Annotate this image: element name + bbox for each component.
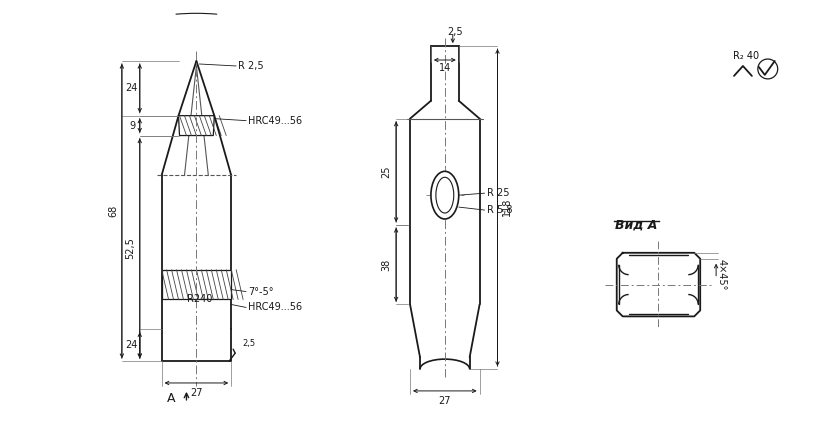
Text: 7°-5°: 7°-5°	[248, 286, 274, 297]
Text: R 5,8: R 5,8	[487, 205, 512, 215]
Text: 24: 24	[125, 83, 138, 93]
Text: R₂ 40: R₂ 40	[733, 51, 759, 61]
Text: R 25: R 25	[487, 188, 509, 198]
Polygon shape	[179, 116, 215, 136]
Ellipse shape	[431, 171, 458, 219]
Text: HRC49...56: HRC49...56	[248, 302, 302, 312]
Text: 27: 27	[190, 388, 203, 398]
Text: 52,5: 52,5	[124, 237, 134, 259]
Text: 9: 9	[129, 121, 136, 131]
Text: HRC49...56: HRC49...56	[248, 116, 302, 126]
Text: 27: 27	[438, 396, 451, 406]
Polygon shape	[162, 270, 231, 300]
Text: 2,5: 2,5	[242, 339, 256, 348]
Text: 38: 38	[382, 259, 392, 271]
Text: 14: 14	[438, 63, 451, 73]
Text: 24: 24	[125, 340, 138, 350]
Text: R240: R240	[187, 294, 212, 304]
Text: 2,5: 2,5	[447, 27, 463, 37]
Text: 4×45°: 4×45°	[716, 259, 726, 290]
Text: 25: 25	[382, 165, 392, 178]
Text: A: A	[167, 392, 176, 405]
Text: R 2,5: R 2,5	[238, 61, 264, 71]
Text: 118: 118	[503, 198, 513, 216]
Text: Вид А: Вид А	[615, 219, 658, 231]
Text: 68: 68	[108, 205, 118, 217]
